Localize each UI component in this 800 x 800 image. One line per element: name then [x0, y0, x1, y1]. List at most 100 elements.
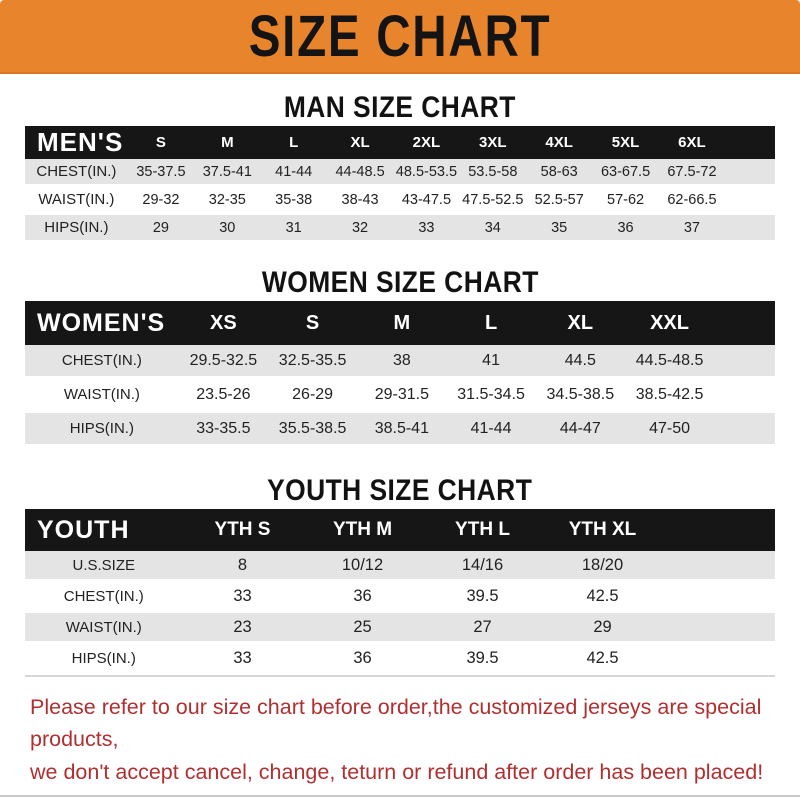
table-row: CHEST(IN.) 29.5-32.5 32.5-35.5 38 41 44.5 44.5… — [25, 345, 775, 379]
row-label: WAIST(IN.) — [25, 613, 183, 644]
table-row: CHEST(IN.) 33 36 39.5 42.5 — [25, 582, 775, 613]
size-cell: 33-35.5 — [178, 413, 268, 447]
size-cell: 29 — [127, 215, 195, 243]
size-cell: 27 — [422, 613, 543, 644]
women-section-heading: WOMEN SIZE CHART — [0, 265, 800, 301]
row-filler — [714, 345, 775, 379]
size-cell: 43-47.5 — [393, 187, 460, 215]
size-cell: 44-48.5 — [326, 159, 394, 187]
size-table-header-row: YOUTH YTH S YTH M YTH L YTH XL — [25, 509, 775, 551]
row-filler — [714, 413, 775, 447]
size-cell: 38-43 — [326, 187, 394, 215]
header-filler — [714, 301, 775, 345]
size-cell: 42.5 — [542, 644, 663, 675]
women-section-heading-text: WOMEN SIZE CHART — [261, 266, 539, 299]
men-size-table: MEN'S S M L XL 2XL 3XL 4XL 5XL 6XL CHEST(IN.) 35-3… — [25, 126, 775, 243]
column-header: S — [267, 301, 358, 345]
size-cell: 29-31.5 — [357, 379, 447, 413]
row-label: HIPS(IN.) — [25, 413, 179, 447]
row-label: CHEST(IN.) — [25, 345, 179, 379]
row-filler — [662, 582, 775, 613]
size-cell: 39.5 — [422, 582, 543, 613]
youth-size-table: YOUTH YTH S YTH M YTH L YTH XL U.S.SIZE 8 10/1… — [25, 509, 775, 677]
size-cell: 41-44 — [446, 413, 536, 447]
table-row: HIPS(IN.) 33 36 39.5 42.5 — [25, 644, 775, 675]
size-cell: 53.5-58 — [459, 159, 526, 187]
size-cell: 29 — [542, 613, 663, 644]
column-header: YTH S — [182, 509, 303, 551]
column-header: YTH L — [422, 509, 543, 551]
column-header: YTH M — [302, 509, 423, 551]
size-cell: 38.5-42.5 — [624, 379, 715, 413]
size-cell: 36 — [302, 644, 423, 675]
column-header: 3XL — [459, 126, 526, 159]
disclaimer-line-1: Please refer to our size chart before or… — [30, 695, 762, 752]
size-cell: 8 — [182, 551, 303, 582]
size-cell: 18/20 — [542, 551, 663, 582]
header-filler — [662, 509, 775, 551]
disclaimer-note: Please refer to our size chart before or… — [30, 691, 782, 788]
size-cell: 31 — [260, 215, 327, 243]
size-cell: 33 — [182, 582, 303, 613]
table-row: WAIST(IN.) 23 25 27 29 — [25, 613, 775, 644]
size-cell: 33 — [393, 215, 460, 243]
size-cell: 41 — [446, 345, 536, 379]
size-cell: 34 — [459, 215, 526, 243]
youth-section-heading-text: YOUTH SIZE CHART — [267, 474, 533, 507]
table-row: U.S.SIZE 8 10/12 14/16 18/20 — [25, 551, 775, 582]
page-title: SIZE CHART — [248, 2, 552, 69]
column-header: 4XL — [526, 126, 593, 159]
row-label: WAIST(IN.) — [25, 187, 128, 215]
size-cell: 29-32 — [127, 187, 195, 215]
bottom-divider — [0, 795, 800, 797]
size-cell: 47-50 — [624, 413, 715, 447]
size-cell: 29.5-32.5 — [178, 345, 268, 379]
row-filler — [725, 159, 775, 187]
size-cell: 36 — [592, 215, 659, 243]
table-title: YOUTH — [25, 509, 183, 551]
table-row: WAIST(IN.) 23.5-26 26-29 29-31.5 31.5-34.5 34… — [25, 379, 775, 413]
size-cell: 33 — [182, 644, 303, 675]
size-cell: 47.5-52.5 — [459, 187, 526, 215]
size-cell: 63-67.5 — [592, 159, 659, 187]
column-header: XL — [326, 126, 394, 159]
size-cell: 10/12 — [302, 551, 423, 582]
column-header: L — [260, 126, 327, 159]
size-cell: 37.5-41 — [194, 159, 261, 187]
size-cell: 35-37.5 — [127, 159, 195, 187]
size-cell: 48.5-53.5 — [393, 159, 460, 187]
column-header: XS — [178, 301, 268, 345]
size-cell: 32.5-35.5 — [267, 345, 358, 379]
size-cell: 62-66.5 — [658, 187, 726, 215]
size-cell: 32 — [326, 215, 394, 243]
column-header: 2XL — [393, 126, 460, 159]
men-section-heading-text: MAN SIZE CHART — [283, 91, 517, 124]
size-cell: 67.5-72 — [658, 159, 726, 187]
size-cell: 23.5-26 — [178, 379, 268, 413]
row-filler — [725, 187, 775, 215]
table-title: MEN'S — [25, 126, 128, 159]
size-cell: 23 — [182, 613, 303, 644]
size-cell: 57-62 — [592, 187, 659, 215]
row-filler — [662, 644, 775, 675]
row-label: WAIST(IN.) — [25, 379, 179, 413]
row-label: CHEST(IN.) — [25, 582, 183, 613]
size-cell: 44-47 — [535, 413, 625, 447]
size-cell: 39.5 — [422, 644, 543, 675]
row-label: CHEST(IN.) — [25, 159, 128, 187]
table-row: WAIST(IN.) 29-32 32-35 35-38 38-43 43-47.5 47.… — [25, 187, 775, 215]
row-filler — [714, 379, 775, 413]
size-cell: 32-35 — [194, 187, 261, 215]
size-cell: 58-63 — [526, 159, 593, 187]
column-header: 5XL — [592, 126, 659, 159]
size-cell: 35.5-38.5 — [267, 413, 358, 447]
disclaimer-line-2: we don't accept cancel, change, teturn o… — [30, 759, 764, 784]
column-header: XL — [535, 301, 625, 345]
size-cell: 30 — [194, 215, 261, 243]
row-filler — [725, 215, 775, 243]
table-title: WOMEN'S — [25, 301, 179, 345]
size-table-header-row: MEN'S S M L XL 2XL 3XL 4XL 5XL 6XL — [25, 126, 775, 159]
size-cell: 38.5-41 — [357, 413, 447, 447]
row-label: U.S.SIZE — [25, 551, 183, 582]
